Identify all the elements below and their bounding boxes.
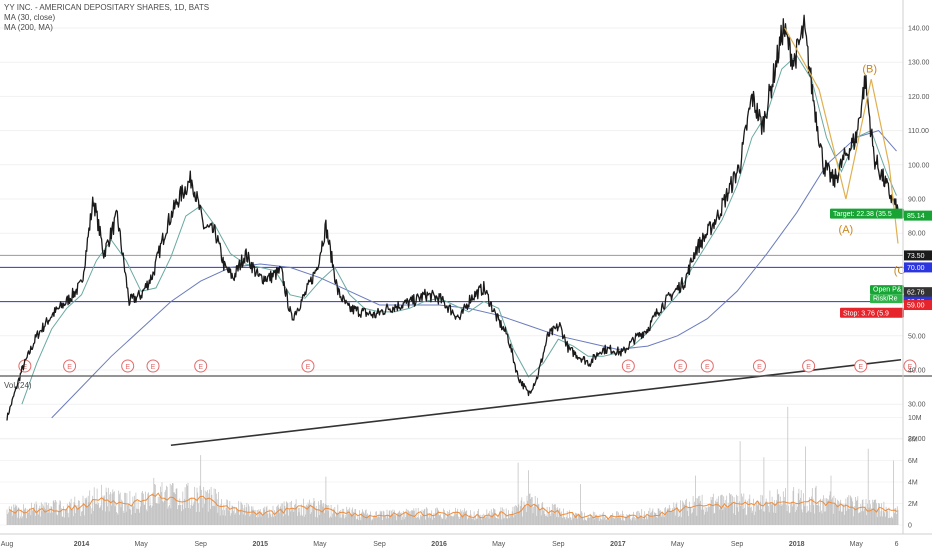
price-tick-label: 130.00 <box>908 60 930 67</box>
earnings-marker-label: E <box>23 364 28 371</box>
price-axis-label-text: 85.14 <box>907 213 925 220</box>
price-tick-label: 110.00 <box>908 128 929 135</box>
price-axis-label <box>904 300 932 311</box>
open-pl-tag[interactable] <box>870 285 904 295</box>
time-tick-label: May <box>671 541 685 548</box>
stop-tag[interactable] <box>840 307 904 318</box>
price-axis-label-text: 73.50 <box>907 253 925 260</box>
volume-tick-label: 8M <box>908 437 918 444</box>
price-axis-label-text: 62.76 <box>907 290 925 297</box>
price-axis-label-text: 70.00 <box>907 265 925 272</box>
time-tick-label: May <box>134 541 148 548</box>
earnings-marker[interactable] <box>700 359 714 373</box>
ma30-line <box>21 54 897 405</box>
price-tick-label: 50.00 <box>908 333 926 340</box>
open-pl-tag-text: Open P& <box>873 287 902 294</box>
earnings-marker[interactable] <box>301 359 315 373</box>
risk-reward-tag[interactable] <box>870 294 904 304</box>
price-axis-label <box>904 287 932 298</box>
ma200-legend: MA (200, MA) <box>4 23 53 32</box>
volume-tick-label: 2M <box>908 501 918 508</box>
earnings-marker-label: E <box>151 364 156 371</box>
chart-title: YY INC. - AMERICAN DEPOSITARY SHARES, 1D… <box>4 3 210 12</box>
volume-legend: Vol (24) <box>4 381 32 390</box>
wave-label-c: (C <box>894 265 906 277</box>
earnings-marker-label: E <box>67 364 72 371</box>
price-tick-label: 90.00 <box>908 197 926 204</box>
earnings-marker-label: E <box>908 364 913 371</box>
earnings-marker-label: E <box>705 364 710 371</box>
time-tick-label: Sep <box>552 541 565 548</box>
volume-tick-label: 0 <box>908 523 912 530</box>
earnings-marker-label: E <box>198 364 203 371</box>
time-tick-label: 2014 <box>74 541 90 548</box>
time-tick-label: Sep <box>373 541 386 548</box>
risk-reward-tag-text: Risk/Re <box>873 296 898 303</box>
wave-label-a: (A) <box>839 224 854 236</box>
wave-path <box>784 27 899 244</box>
earnings-marker[interactable] <box>194 359 208 373</box>
wave-label-b: (B) <box>862 63 877 75</box>
volume-tick-label: 6M <box>908 458 918 465</box>
price-tick-label: 100.00 <box>908 162 930 169</box>
earnings-marker-label: E <box>757 364 762 371</box>
earnings-marker-label: E <box>626 364 631 371</box>
price-tick-label: 120.00 <box>908 94 930 101</box>
price-axis-label <box>904 250 932 261</box>
earnings-marker-label: E <box>678 364 683 371</box>
time-tick-label: 2018 <box>789 541 805 548</box>
price-axis-label <box>904 262 932 273</box>
earnings-marker[interactable] <box>621 359 635 373</box>
stop-tag-text: Stop: 3.76 (5.9 <box>843 310 889 317</box>
earnings-marker[interactable] <box>903 359 917 373</box>
price-tick-label: 40.00 <box>908 368 926 375</box>
time-tick-label: 6 <box>895 541 899 548</box>
earnings-marker-label: E <box>858 364 863 371</box>
target-tag-text: Target: 22.38 (35.5 <box>833 211 892 218</box>
price-tick-label: 30.00 <box>908 402 926 409</box>
time-tick-label: Sep <box>194 541 207 548</box>
earnings-marker-label: E <box>806 364 811 371</box>
earnings-marker[interactable] <box>854 359 868 373</box>
price-tick-label: 20.00 <box>908 436 926 443</box>
trendline[interactable] <box>170 358 902 447</box>
time-tick-label: Aug <box>1 541 14 548</box>
earnings-marker[interactable] <box>802 359 816 373</box>
earnings-marker[interactable] <box>752 359 766 373</box>
time-tick-label: 2017 <box>610 541 626 548</box>
earnings-marker[interactable] <box>673 359 687 373</box>
price-axis-label-text: 59.00 <box>907 303 925 310</box>
earnings-marker-label: E <box>125 364 130 371</box>
time-tick-label: 2015 <box>253 541 269 548</box>
volume-tick-label: 10M <box>908 415 922 422</box>
time-tick-label: 2016 <box>431 541 447 548</box>
ma30-legend: MA (30, close) <box>4 13 56 22</box>
time-tick-label: Sep <box>731 541 744 548</box>
time-tick-label: May <box>313 541 327 548</box>
ma200-line <box>51 130 897 419</box>
price-tick-label: 80.00 <box>908 231 926 238</box>
earnings-marker[interactable] <box>146 359 160 373</box>
price-tick-label: 140.00 <box>908 26 930 33</box>
target-tag[interactable] <box>830 208 904 219</box>
price-axis-label <box>904 210 932 221</box>
volume-ma-line <box>8 492 898 521</box>
earnings-marker[interactable] <box>121 359 135 373</box>
volume-tick-label: 4M <box>908 480 918 487</box>
time-tick-label: May <box>850 541 864 548</box>
earnings-marker[interactable] <box>63 359 77 373</box>
price-line <box>6 14 899 421</box>
time-tick-label: May <box>492 541 506 548</box>
earnings-marker-label: E <box>306 364 311 371</box>
